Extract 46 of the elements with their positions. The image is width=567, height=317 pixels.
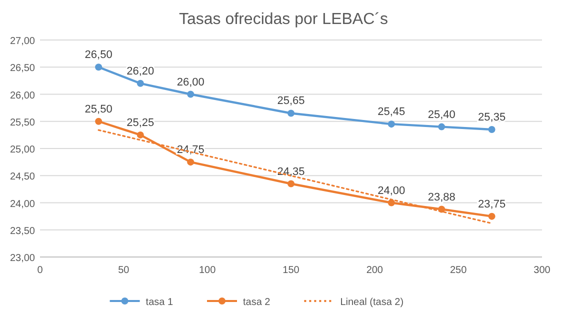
y-tick-label: 23,00 — [10, 253, 36, 264]
point — [488, 212, 496, 220]
point — [388, 120, 395, 128]
y-tick-label: 25,50 — [10, 117, 36, 128]
data-label: 24,35 — [277, 166, 305, 178]
data-label: 23,75 — [478, 198, 506, 210]
data-label: 26,50 — [84, 49, 112, 62]
data-label: 25,50 — [84, 103, 112, 116]
data-label: 26,20 — [126, 65, 154, 78]
y-tick-label: 27,00 — [10, 36, 36, 47]
legend-label: tasa 1 — [146, 297, 174, 308]
data-label: 23,88 — [428, 191, 456, 204]
x-tick-label: 100 — [198, 265, 216, 276]
point — [488, 126, 496, 134]
point — [187, 158, 194, 166]
x-tick-label: 150 — [282, 265, 300, 276]
y-tick-label: 24,00 — [10, 198, 36, 210]
data-label: 25,35 — [478, 112, 506, 124]
data-label: 25,45 — [378, 106, 406, 118]
y-tick-label: 24,50 — [10, 172, 36, 183]
data-label: 26,00 — [176, 76, 204, 88]
x-tick-label: 300 — [534, 265, 551, 276]
data-label: 25,25 — [126, 116, 154, 129]
y-tick-label: 26,50 — [10, 63, 36, 74]
point — [438, 123, 446, 130]
data-label: 25,40 — [428, 108, 456, 121]
data-label: 24,00 — [378, 184, 406, 197]
chart-title: Tasas ofrecidas por LEBAC´s — [179, 11, 388, 28]
y-tick-label: 23,50 — [10, 226, 36, 237]
legend-label: tasa 2 — [243, 297, 271, 308]
legend-label: Lineal (tasa 2) — [340, 297, 404, 308]
point — [136, 131, 144, 138]
x-tick-label: 250 — [450, 265, 468, 276]
y-tick-label: 26,00 — [10, 90, 36, 102]
x-tick-label: 0 — [37, 265, 44, 276]
point — [136, 80, 144, 87]
data-label: 25,65 — [277, 95, 305, 108]
point — [95, 64, 102, 71]
x-tick-label: 50 — [118, 265, 130, 276]
point — [187, 90, 194, 98]
point — [288, 110, 294, 117]
point — [288, 180, 294, 188]
point — [95, 118, 102, 125]
y-tick-label: 25,00 — [10, 144, 36, 156]
point — [388, 199, 395, 206]
x-tick-label: 200 — [366, 265, 384, 276]
